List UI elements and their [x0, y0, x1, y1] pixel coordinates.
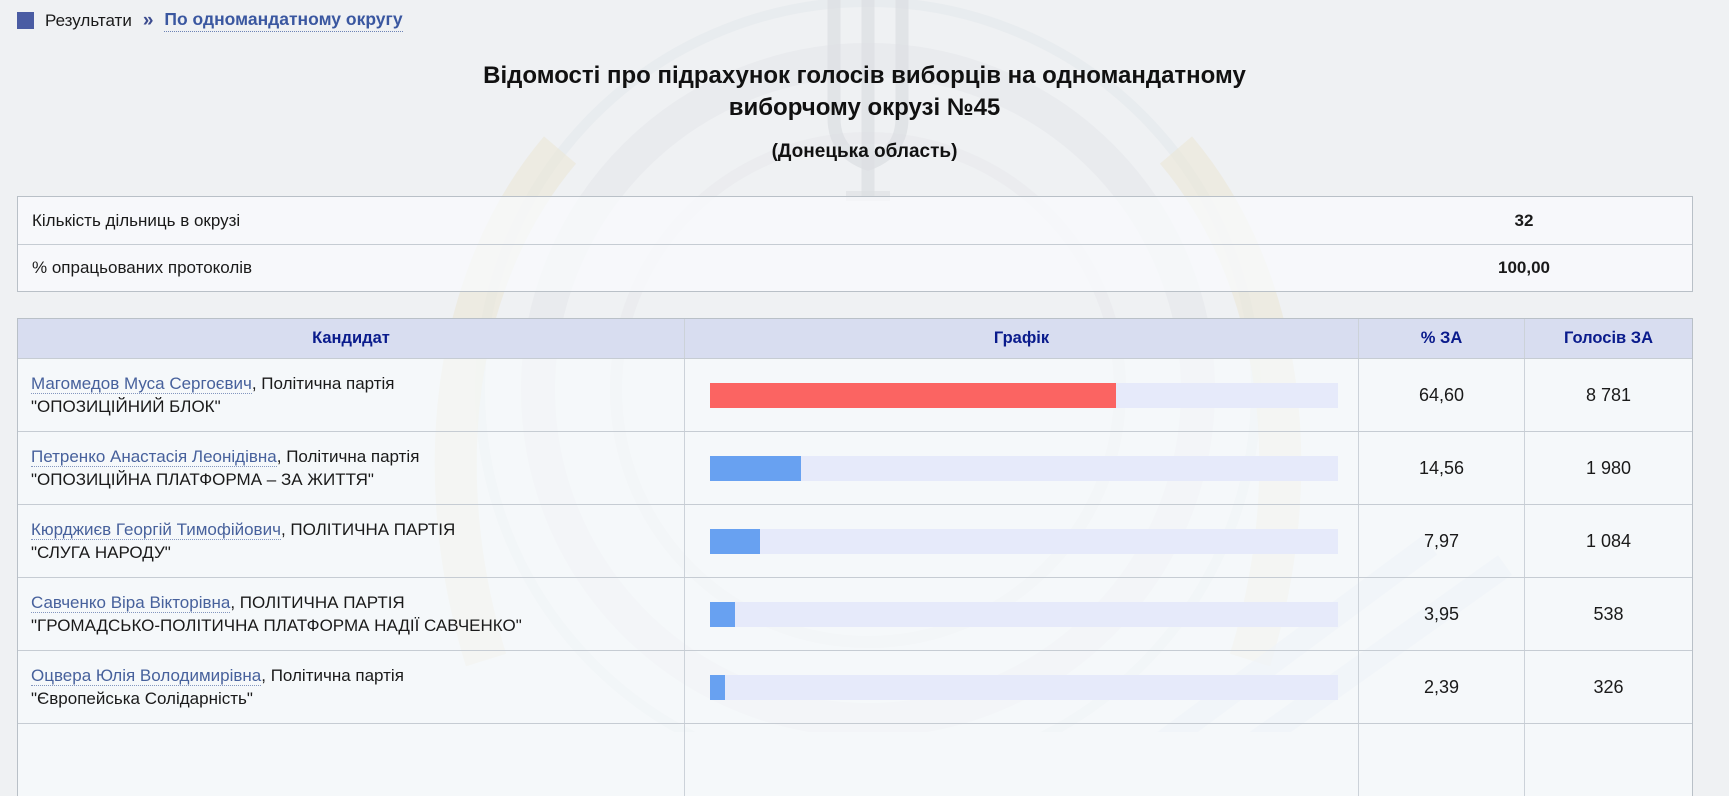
percent-cell: [1358, 724, 1524, 796]
page-title: Відомості про підрахунок голосів виборці…: [0, 60, 1729, 124]
breadcrumb-section-label: Результати: [45, 10, 132, 30]
votes-cell: 538: [1524, 578, 1692, 650]
chart-cell: [684, 432, 1358, 504]
bar-track: [710, 528, 1338, 554]
page-title-line2: виборчому окрузі №45: [728, 94, 1001, 121]
bar-track: [710, 455, 1338, 481]
section-bullet-icon: [17, 12, 34, 29]
bar-track: [710, 674, 1338, 700]
candidate-cell: Оцвера Юлія Володимирівна, Політична пар…: [18, 651, 684, 723]
party-name: "ОПОЗИЦІЙНА ПЛАТФОРМА – ЗА ЖИТТЯ": [31, 470, 374, 489]
bar-track: [710, 601, 1338, 627]
chart-cell: [684, 505, 1358, 577]
summary-label: % опрацьованих протоколів: [32, 258, 253, 277]
summary-value: 100,00: [1498, 258, 1550, 277]
candidate-cell: [18, 724, 684, 796]
votes-cell: 8 781: [1524, 359, 1692, 431]
candidate-link[interactable]: Петренко Анастасія Леонідівна: [31, 447, 277, 467]
summary-row: Кількість дільниць в окрузі 32: [18, 197, 1692, 244]
votes-cell: 1 980: [1524, 432, 1692, 504]
percent-cell: 3,95: [1358, 578, 1524, 650]
candidate-cell: Савченко Віра Вікторівна, ПОЛІТИЧНА ПАРТ…: [18, 578, 684, 650]
candidate-cell: Кюрджиєв Георгій Тимофійович, ПОЛІТИЧНА …: [18, 505, 684, 577]
votes-cell: [1524, 724, 1692, 796]
party-intro: , Політична партія: [251, 374, 395, 393]
votes-cell: 1 084: [1524, 505, 1692, 577]
result-bar: [710, 601, 735, 627]
header-candidate: Кандидат: [312, 329, 390, 347]
chart-cell: [684, 724, 1358, 796]
summary-label: Кількість дільниць в окрузі: [32, 210, 241, 230]
party-name: "ОПОЗИЦІЙНИЙ БЛОК": [31, 397, 221, 416]
summary-table: Кількість дільниць в окрузі 32 % опрацьо…: [17, 196, 1693, 292]
table-row: Савченко Віра Вікторівна, ПОЛІТИЧНА ПАРТ…: [18, 577, 1692, 650]
chart-cell: [684, 578, 1358, 650]
breadcrumb: Результати » По одномандатному округу: [17, 9, 403, 32]
header-votes: Голосів ЗА: [1524, 319, 1692, 358]
party-intro: , ПОЛІТИЧНА ПАРТІЯ: [230, 593, 405, 612]
summary-row: % опрацьованих протоколів 100,00: [18, 244, 1692, 291]
party-intro: , ПОЛІТИЧНА ПАРТІЯ: [280, 520, 456, 539]
percent-cell: 64,60: [1358, 359, 1524, 431]
bar-track: [710, 382, 1338, 408]
result-bar: [710, 528, 761, 554]
candidate-cell: Магомедов Муса Сергоєвич, Політична парт…: [18, 359, 684, 431]
candidate-link[interactable]: Кюрджиєв Георгій Тимофійович: [31, 520, 281, 540]
candidate-link[interactable]: Магомедов Муса Сергоєвич: [31, 374, 252, 394]
chart-cell: [684, 651, 1358, 723]
votes-cell: 326: [1524, 651, 1692, 723]
breadcrumb-link-single-mandate-district[interactable]: По одномандатному округу: [164, 9, 403, 32]
party-name: "СЛУГА НАРОДУ": [31, 543, 171, 562]
table-row: Кюрджиєв Георгій Тимофійович, ПОЛІТИЧНА …: [18, 504, 1692, 577]
party-name: "Європейська Солідарність": [31, 689, 253, 708]
candidate-link[interactable]: Савченко Віра Вікторівна: [31, 593, 231, 613]
party-intro: , Політична партія: [261, 666, 404, 685]
percent-cell: 2,39: [1358, 651, 1524, 723]
result-bar: [710, 674, 725, 700]
party-intro: , Політична партія: [276, 447, 420, 466]
table-row: Петренко Анастасія Леонідівна, Політична…: [18, 431, 1692, 504]
header-percent: % ЗА: [1358, 319, 1524, 358]
candidate-cell: Петренко Анастасія Леонідівна, Політична…: [18, 432, 684, 504]
header-chart: Графік: [684, 319, 1358, 358]
table-row: Оцвера Юлія Володимирівна, Політична пар…: [18, 650, 1692, 723]
table-row: Магомедов Муса Сергоєвич, Політична парт…: [18, 358, 1692, 431]
result-bar: [710, 382, 1116, 408]
candidate-link[interactable]: Оцвера Юлія Володимирівна: [31, 666, 262, 686]
page-title-line1: Відомості про підрахунок голосів виборці…: [483, 62, 1246, 89]
results-table-header: Кандидат Графік % ЗА Голосів ЗА: [18, 319, 1692, 358]
region-subtitle: (Донецька область): [771, 141, 958, 162]
results-table: Кандидат Графік % ЗА Голосів ЗА Магомедо…: [17, 318, 1693, 796]
percent-cell: 14,56: [1358, 432, 1524, 504]
breadcrumb-separator-icon: »: [142, 9, 154, 31]
chart-cell: [684, 359, 1358, 431]
party-name: "ГРОМАДСЬКО-ПОЛІТИЧНА ПЛАТФОРМА НАДІЇ СА…: [31, 616, 522, 635]
summary-value: 32: [1514, 210, 1534, 230]
table-row-partial: [18, 723, 1692, 796]
result-bar: [710, 455, 802, 481]
percent-cell: 7,97: [1358, 505, 1524, 577]
